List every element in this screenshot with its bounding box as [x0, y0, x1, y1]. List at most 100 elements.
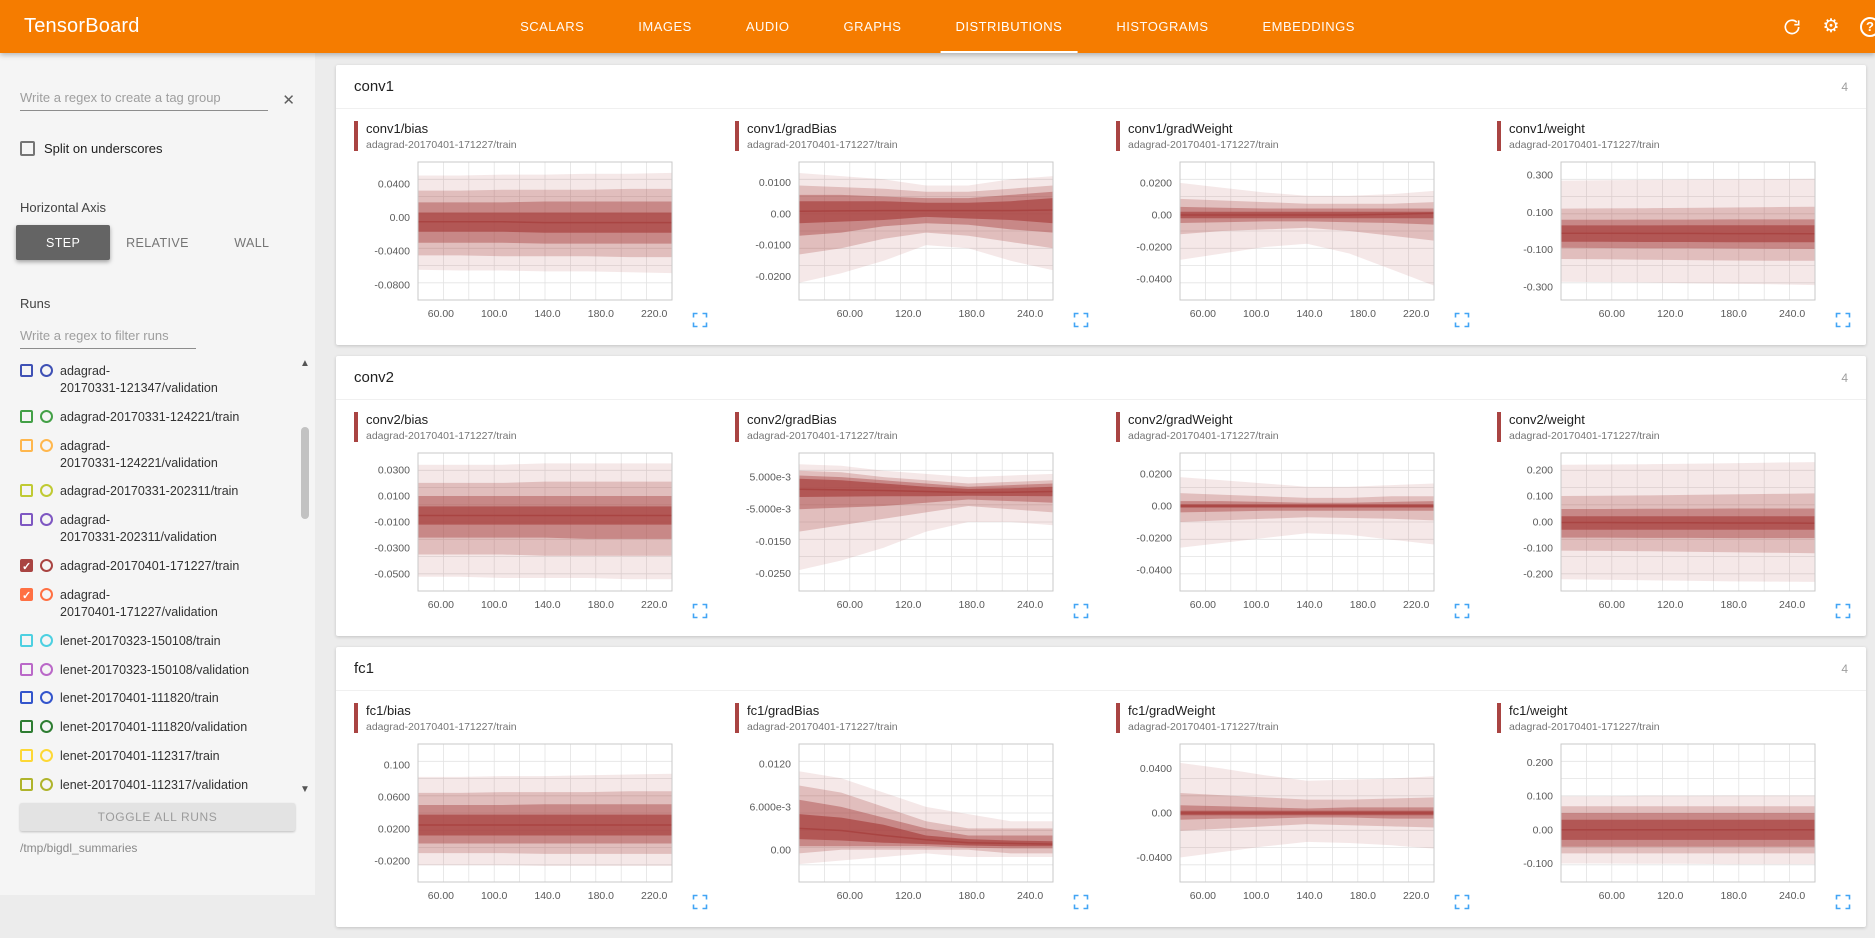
- run-list-item[interactable]: lenet-20170323-150108/validation: [0, 656, 297, 685]
- tag-group-regex-input[interactable]: [20, 85, 268, 111]
- run-checkbox[interactable]: [20, 513, 33, 526]
- run-list-item[interactable]: lenet-20170323-150108/train: [0, 627, 297, 656]
- scroll-down-icon[interactable]: ▼: [300, 783, 310, 797]
- run-list-item[interactable]: adagrad- 20170331-202311/validation: [0, 506, 297, 552]
- split-underscores-checkbox[interactable]: [20, 141, 35, 156]
- tab-distributions[interactable]: DISTRIBUTIONS: [928, 0, 1089, 53]
- run-checkbox[interactable]: ✓: [20, 559, 33, 572]
- tab-embeddings[interactable]: EMBEDDINGS: [1236, 0, 1382, 53]
- tab-images[interactable]: IMAGES: [611, 0, 719, 53]
- expand-chart-button[interactable]: [692, 603, 708, 619]
- expand-chart-button[interactable]: [692, 312, 708, 328]
- run-checkbox[interactable]: [20, 720, 33, 733]
- tab-histograms[interactable]: HISTOGRAMS: [1089, 0, 1235, 53]
- svg-text:180.0: 180.0: [959, 599, 985, 611]
- expand-chart-button[interactable]: [1835, 603, 1851, 619]
- run-list-item[interactable]: lenet-20170401-111820/train: [0, 684, 297, 713]
- svg-text:-0.100: -0.100: [1523, 543, 1553, 555]
- run-checkbox[interactable]: [20, 634, 33, 647]
- run-checkbox[interactable]: [20, 663, 33, 676]
- svg-text:60.00: 60.00: [428, 890, 454, 902]
- run-list-item[interactable]: adagrad- 20170331-124221/validation: [0, 432, 297, 478]
- expand-chart-button[interactable]: [1073, 312, 1089, 328]
- scroll-up-icon[interactable]: ▲: [300, 357, 310, 371]
- chart-titles: fc1/bias adagrad-20170401-171227/train: [366, 703, 715, 733]
- run-list-item[interactable]: ✓adagrad- 20170401-171227/validation: [0, 581, 297, 627]
- run-list-item[interactable]: lenet-20170401-112317/validation: [0, 771, 297, 797]
- run-checkbox[interactable]: [20, 749, 33, 762]
- run-checkbox[interactable]: [20, 439, 33, 452]
- scrollbar-thumb[interactable]: [301, 427, 309, 519]
- axis-wall-button[interactable]: WALL: [205, 225, 299, 260]
- run-checkbox[interactable]: [20, 484, 33, 497]
- run-radio[interactable]: [40, 720, 53, 733]
- expand-chart-button[interactable]: [1454, 603, 1470, 619]
- svg-text:-0.0400: -0.0400: [1136, 565, 1172, 577]
- axis-relative-button[interactable]: RELATIVE: [110, 225, 204, 260]
- run-radio[interactable]: [40, 364, 53, 377]
- run-checkbox[interactable]: ✓: [20, 588, 33, 601]
- run-radio[interactable]: [40, 663, 53, 676]
- run-list-item[interactable]: adagrad-20170331-124221/train: [0, 403, 297, 432]
- run-radio[interactable]: [40, 484, 53, 497]
- tab-graphs[interactable]: GRAPHS: [817, 0, 929, 53]
- run-list-item[interactable]: ✓adagrad-20170401-171227/train: [0, 552, 297, 581]
- run-list-item[interactable]: lenet-20170401-112317/train: [0, 742, 297, 771]
- expand-chart-button[interactable]: [692, 894, 708, 910]
- run-radio[interactable]: [40, 559, 53, 572]
- axis-step-button[interactable]: STEP: [16, 225, 110, 260]
- run-radio[interactable]: [40, 778, 53, 791]
- svg-text:0.0400: 0.0400: [378, 178, 410, 190]
- run-radio[interactable]: [40, 439, 53, 452]
- run-checkbox[interactable]: [20, 364, 33, 377]
- close-icon[interactable]: ✕: [278, 89, 299, 111]
- expand-chart-button[interactable]: [1454, 312, 1470, 328]
- chart-run-name: adagrad-20170401-171227/train: [366, 721, 715, 733]
- svg-text:180.0: 180.0: [1721, 308, 1747, 320]
- svg-text:-0.0250: -0.0250: [755, 568, 791, 580]
- run-list-item[interactable]: adagrad- 20170331-121347/validation: [0, 357, 297, 403]
- run-checkbox[interactable]: [20, 778, 33, 791]
- run-regex-input[interactable]: [20, 323, 196, 349]
- refresh-icon[interactable]: [1780, 15, 1804, 39]
- split-underscores-row[interactable]: Split on underscores: [20, 141, 295, 156]
- expand-chart-button[interactable]: [1835, 312, 1851, 328]
- run-radio[interactable]: [40, 749, 53, 762]
- svg-text:220.0: 220.0: [1403, 599, 1429, 611]
- toggle-all-runs-button[interactable]: TOGGLE ALL RUNS: [20, 803, 295, 831]
- run-list-item[interactable]: adagrad-20170331-202311/train: [0, 477, 297, 506]
- run-radio[interactable]: [40, 691, 53, 704]
- expand-chart-button[interactable]: [1835, 894, 1851, 910]
- run-radio[interactable]: [40, 410, 53, 423]
- tab-scalars[interactable]: SCALARS: [493, 0, 611, 53]
- svg-text:-0.0200: -0.0200: [755, 271, 791, 283]
- help-icon[interactable]: ?: [1858, 15, 1875, 39]
- expand-chart-button[interactable]: [1073, 603, 1089, 619]
- chart-run-name: adagrad-20170401-171227/train: [747, 721, 1096, 733]
- run-list-item[interactable]: lenet-20170401-111820/validation: [0, 713, 297, 742]
- run-radio[interactable]: [40, 513, 53, 526]
- run-list-scrollbar[interactable]: ▲ ▼: [298, 357, 312, 797]
- tab-audio[interactable]: AUDIO: [719, 0, 817, 53]
- expand-chart-button[interactable]: [1454, 894, 1470, 910]
- expand-chart-button[interactable]: [1073, 894, 1089, 910]
- run-radio[interactable]: [40, 588, 53, 601]
- settings-icon[interactable]: ⚙: [1819, 15, 1843, 39]
- svg-text:60.00: 60.00: [1599, 890, 1625, 902]
- chart-tag: fc1/bias: [366, 703, 715, 718]
- run-radio[interactable]: [40, 634, 53, 647]
- run-checkbox[interactable]: [20, 410, 33, 423]
- run-checkbox[interactable]: [20, 691, 33, 704]
